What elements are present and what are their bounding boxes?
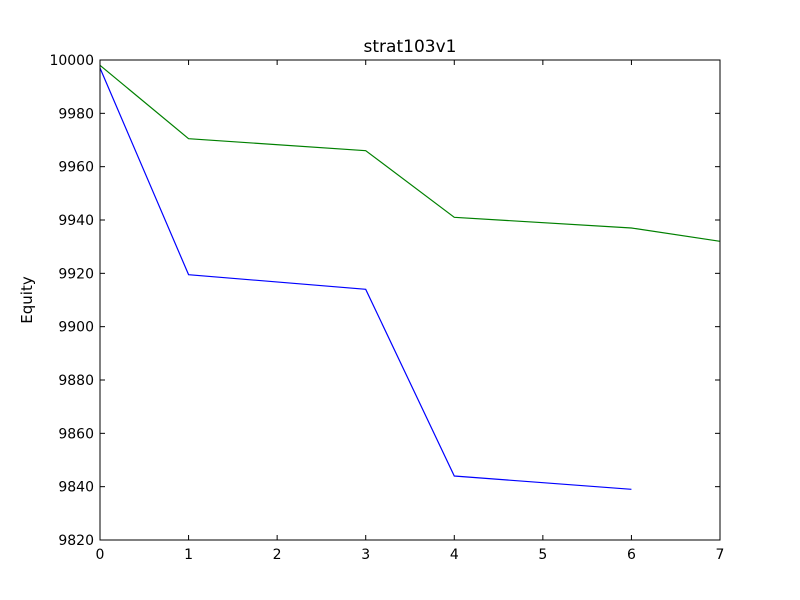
y-tick-label: 10000	[49, 53, 94, 69]
y-tick-label: 9900	[58, 320, 94, 336]
y-tick-label: 9820	[58, 533, 94, 549]
x-tick-label: 5	[538, 547, 547, 563]
y-axis-label: Equity	[18, 276, 36, 324]
x-tick-label: 3	[361, 547, 370, 563]
series-line-2	[99, 64, 721, 242]
x-tick-label: 6	[627, 547, 636, 563]
plot-area	[100, 60, 720, 540]
y-tick-label: 9840	[58, 480, 94, 496]
chart-title: strat103v1	[364, 37, 457, 57]
x-tick-label: 7	[716, 547, 725, 563]
series-line-1	[99, 67, 632, 490]
y-tick-label: 9980	[58, 106, 94, 122]
plot-frame	[99, 59, 721, 541]
x-tick-label: 1	[184, 547, 193, 563]
series-layer	[99, 64, 721, 490]
y-tick-label: 9920	[58, 266, 94, 282]
y-tick-label: 9860	[58, 426, 94, 442]
x-tick-label: 2	[273, 547, 282, 563]
y-tick-label: 9960	[58, 160, 94, 176]
x-tick-label: 4	[450, 547, 459, 563]
y-tick-label: 9940	[58, 213, 94, 229]
y-tick-label: 9880	[58, 373, 94, 389]
x-tick-label: 0	[96, 547, 105, 563]
